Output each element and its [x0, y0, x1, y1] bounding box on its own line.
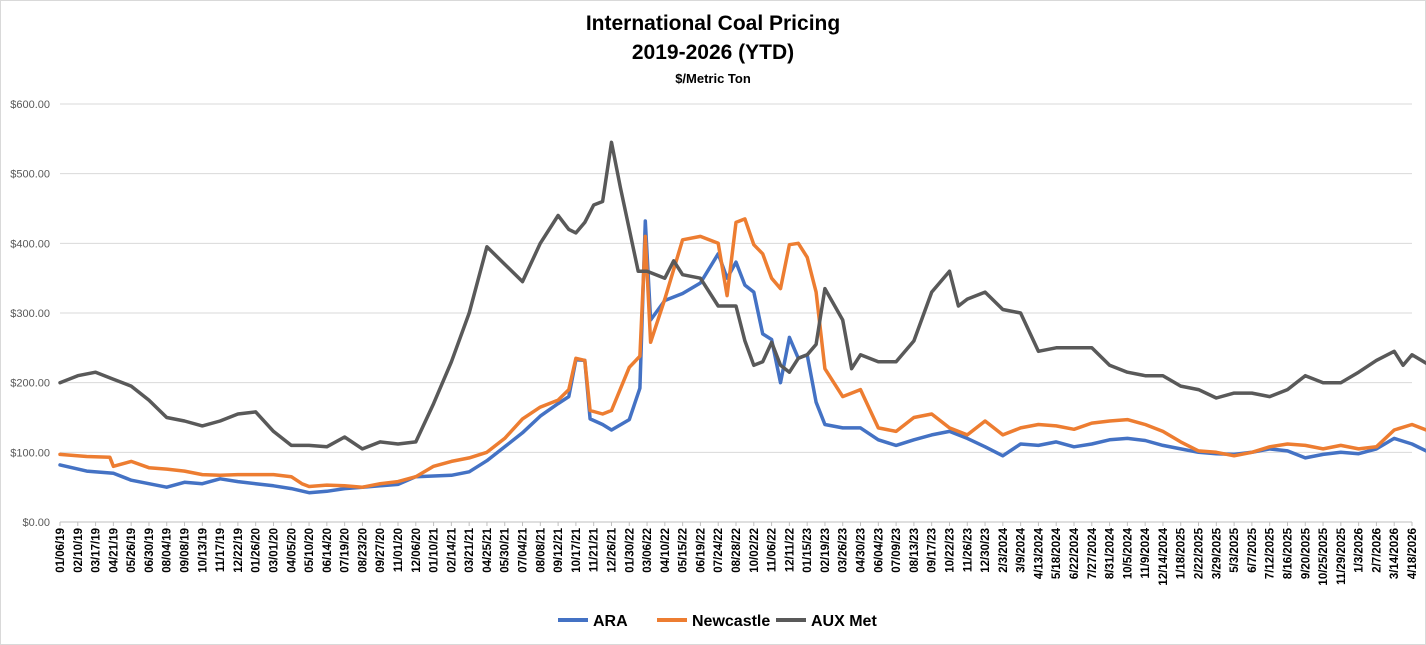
x-tick-label: 07/19/20 — [340, 528, 352, 573]
x-tick-label: 01/30/22 — [624, 528, 636, 573]
chart-subtitle: 2019-2026 (YTD) — [631, 41, 795, 64]
y-tick-label: $300.00 — [10, 308, 50, 320]
x-tick-label: 01/26/20 — [251, 528, 263, 573]
x-tick-label: 5/18/2024 — [1051, 527, 1063, 579]
x-tick-label: 11/17/19 — [215, 528, 227, 572]
x-tick-label: 04/05/20 — [286, 528, 298, 573]
x-tick-label: 10/22/23 — [944, 528, 956, 573]
series-line-aux-met — [58, 140, 1426, 451]
x-tick-label: 2/7/2026 — [1371, 528, 1383, 573]
x-tick-label: 9/20/2025 — [1300, 527, 1312, 579]
x-tick-label: 07/09/23 — [891, 528, 903, 573]
x-tick-label: 10/5/2024 — [1122, 527, 1134, 579]
x-tick-label: 10/13/19 — [197, 528, 209, 573]
x-tick-label: 02/10/19 — [73, 528, 85, 573]
legend: ARA Newcastle AUX Met — [558, 613, 877, 630]
x-tick-label: 01/15/23 — [802, 528, 814, 573]
x-tick-label: 03/17/19 — [91, 528, 103, 573]
x-tick-label: 10/02/22 — [749, 528, 761, 573]
series-lines — [58, 140, 1426, 495]
x-tick-label: 09/12/21 — [553, 527, 565, 572]
y-tick-label: $0.00 — [22, 517, 50, 529]
x-tick-label: 12/22/19 — [233, 528, 245, 573]
y-axis: $0.00 $100.00 $200.00 $300.00 $400.00 $500.00… — [10, 99, 50, 529]
x-tick-label: 01/06/19 — [55, 528, 67, 573]
x-tick-label: 12/11/22 — [784, 528, 796, 572]
x-tick-label: 11/21/21 — [589, 527, 601, 572]
x-tick-label: 08/13/23 — [909, 528, 921, 573]
x-tick-label: 7/12/2025 — [1265, 527, 1277, 579]
legend-label: ARA — [593, 613, 628, 630]
x-tick-label: 11/06/22 — [767, 528, 779, 572]
x-tick-label: 08/04/19 — [162, 528, 174, 573]
y-tick-label: $500.00 — [10, 169, 50, 181]
x-tick-label: 3/14/2026 — [1389, 528, 1401, 579]
x-tick-label: 12/26/21 — [606, 527, 618, 572]
x-tick-label: 1/18/2025 — [1176, 527, 1188, 579]
chart-title: International Coal Pricing — [585, 12, 841, 35]
y-tick-label: $100.00 — [10, 447, 50, 459]
x-tick-label: 8/31/2024 — [1105, 527, 1117, 579]
y-tick-label: $400.00 — [10, 238, 50, 250]
x-tick-label: 06/30/19 — [144, 528, 156, 573]
x-tick-label: 10/25/2025 — [1318, 527, 1330, 585]
series-line-newcastle — [58, 217, 1426, 489]
x-tick-label: 11/9/2024 — [1140, 527, 1152, 578]
x-tick-label: 09/17/23 — [927, 528, 939, 573]
x-tick-label: 05/15/22 — [678, 528, 690, 573]
x-tick-label: 3/9/2024 — [1016, 527, 1028, 572]
x-tick-label: 04/25/21 — [482, 527, 494, 572]
x-tick-label: 06/19/22 — [695, 528, 707, 573]
x-tick-label: 06/14/20 — [322, 528, 334, 573]
x-tick-label: 8/16/2025 — [1282, 527, 1294, 579]
x-tick-label: 04/10/22 — [660, 528, 672, 573]
x-tick-label: 12/14/2024 — [1158, 527, 1170, 585]
x-tick-label: 08/23/20 — [357, 528, 369, 573]
legend-label: Newcastle — [692, 613, 770, 630]
x-tick-label: 05/26/19 — [126, 528, 138, 573]
x-tick-label: 04/21/19 — [108, 528, 120, 573]
chart-unit-label: $/Metric Ton — [675, 71, 751, 86]
x-tick-label: 03/06/22 — [642, 528, 654, 573]
x-tick-label: 12/06/20 — [411, 528, 423, 573]
x-tick-label: 11/26/23 — [962, 528, 974, 572]
x-tick-label: 1/3/2026 — [1354, 528, 1366, 573]
x-tick-label: 09/08/19 — [180, 528, 192, 573]
x-tick-label: 4/18/2026 — [1407, 528, 1419, 579]
x-tick-label: 08/28/22 — [731, 528, 743, 573]
x-tick-label: 05/10/20 — [304, 528, 316, 573]
x-tick-label: 11/01/20 — [393, 528, 405, 572]
x-tick-label: 10/17/21 — [571, 527, 583, 572]
y-tick-label: $200.00 — [10, 378, 50, 390]
x-tick-label: 2/3/2024 — [998, 527, 1010, 572]
x-tick-label: 2/22/2025 — [1194, 527, 1206, 579]
x-tick-label: 3/29/2025 — [1211, 527, 1223, 579]
x-tick-label: 7/27/2024 — [1087, 527, 1099, 579]
x-tick-label: 6/22/2024 — [1069, 527, 1081, 579]
x-tick-label: 6/7/2025 — [1247, 527, 1259, 572]
x-tick-label: 03/26/23 — [838, 528, 850, 573]
x-tick-label: 09/27/20 — [375, 528, 387, 573]
x-tick-label: 12/30/23 — [980, 528, 992, 573]
x-tick-label: 11/29/2025 — [1336, 527, 1348, 585]
x-tick-label: 01/10/21 — [429, 527, 441, 572]
x-tick-label: 04/30/23 — [856, 528, 868, 573]
x-tick-label: 07/04/21 — [518, 527, 530, 572]
x-tick-label: 5/3/2025 — [1229, 527, 1241, 572]
x-axis: 01/06/19 02/10/19 03/17/19 04/21/19 05/26/19… — [55, 522, 1419, 586]
series-line-ara — [58, 219, 1426, 495]
x-tick-label: 06/04/23 — [873, 528, 885, 573]
legend-label: AUX Met — [811, 613, 877, 630]
x-tick-label: 02/14/21 — [446, 527, 458, 572]
x-tick-label: 03/01/20 — [268, 528, 280, 573]
y-tick-label: $600.00 — [10, 99, 50, 111]
x-tick-label: 07/24/22 — [713, 528, 725, 573]
x-tick-label: 02/19/23 — [820, 528, 832, 573]
x-tick-label: 08/08/21 — [535, 527, 547, 572]
x-tick-label: 4/13/2024 — [1033, 527, 1045, 579]
x-tick-label: 05/30/21 — [500, 527, 512, 572]
x-tick-label: 03/21/21 — [464, 527, 476, 572]
